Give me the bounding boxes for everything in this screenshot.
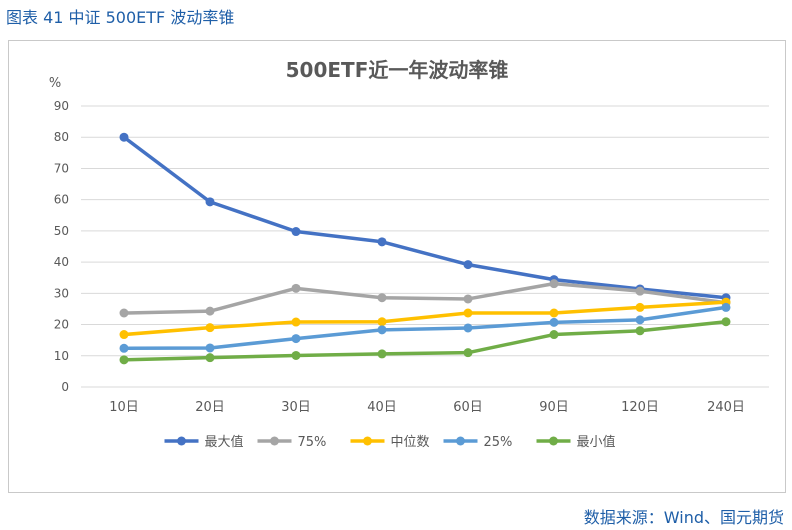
data-point	[205, 197, 215, 207]
legend-item: 最大值	[164, 434, 244, 450]
y-tick-label: 30	[54, 286, 69, 300]
series-1	[119, 132, 731, 303]
data-point	[119, 355, 129, 365]
y-tick-label: 80	[54, 130, 69, 144]
legend-label: 25%	[484, 435, 513, 450]
data-point	[549, 330, 559, 340]
data-point	[205, 306, 215, 316]
data-point	[463, 323, 473, 333]
x-tick-label: 10日	[109, 400, 139, 415]
x-tick-label: 90日	[539, 400, 569, 415]
series-line	[122, 305, 728, 351]
y-tick-label: 40	[54, 255, 69, 269]
legend-marker	[549, 436, 558, 446]
data-point	[635, 315, 645, 325]
data-point	[549, 317, 559, 327]
data-point	[463, 260, 473, 270]
data-point	[291, 334, 301, 344]
series-line	[122, 135, 728, 300]
data-point	[721, 317, 731, 327]
x-tick-label: 30日	[281, 400, 311, 415]
y-tick-label: 50	[54, 224, 69, 238]
y-tick-label: 70	[54, 161, 69, 175]
data-point	[119, 343, 129, 353]
series-layer	[119, 132, 731, 365]
legend-marker	[177, 436, 186, 446]
gridlines	[81, 105, 769, 388]
series-5	[119, 317, 731, 365]
line-chart: 500ETF近一年波动率锥 % 0 10 20 30 40 50 60 70 80 90 10日 2…	[49, 58, 769, 450]
data-point	[463, 348, 473, 358]
legend-item: 最小值	[536, 434, 616, 450]
legend-marker	[270, 436, 279, 446]
x-tick-label: 20日	[195, 400, 225, 415]
chart-frame: 500ETF近一年波动率锥 % 0 10 20 30 40 50 60 70 80 90 10日 2…	[8, 40, 786, 493]
data-source-note: 数据来源：Wind、国元期货	[583, 508, 784, 527]
data-point	[463, 308, 473, 318]
data-point	[205, 353, 215, 363]
legend-item: 25%	[443, 435, 513, 450]
y-tick-label: 90	[54, 99, 69, 113]
y-tick-label: 20	[54, 318, 69, 332]
y-axis-ticks: 0 10 20 30 40 50 60 70 80 90	[54, 99, 69, 394]
data-point	[635, 326, 645, 336]
y-tick-label: 10	[54, 349, 69, 363]
data-point	[549, 279, 559, 289]
legend: 最大值 75% 中位数 25% 最小值	[164, 434, 616, 450]
series-3	[119, 297, 731, 340]
data-point	[463, 294, 473, 304]
series-line	[122, 281, 728, 315]
legend-label: 最大值	[205, 434, 244, 450]
data-point	[205, 323, 215, 333]
data-point	[291, 227, 301, 237]
data-point	[549, 308, 559, 318]
chart-title: 500ETF近一年波动率锥	[286, 58, 509, 82]
data-point	[635, 286, 645, 296]
figure-caption: 图表 41 中证 500ETF 波动率锥	[6, 8, 235, 27]
data-point	[291, 350, 301, 360]
y-tick-label: 60	[54, 193, 69, 207]
legend-marker	[363, 436, 372, 446]
data-point	[635, 302, 645, 312]
data-point	[119, 132, 129, 142]
data-point	[377, 237, 387, 247]
series-line	[122, 300, 728, 337]
x-tick-label: 240日	[707, 400, 745, 415]
series-line	[122, 319, 728, 362]
data-point	[119, 330, 129, 340]
x-tick-label: 40日	[367, 400, 397, 415]
y-tick-label: 0	[61, 380, 69, 394]
data-point	[291, 283, 301, 293]
data-point	[291, 317, 301, 327]
legend-label: 中位数	[391, 435, 430, 450]
series-4	[119, 302, 731, 353]
x-tick-label: 60日	[453, 400, 483, 415]
legend-item: 75%	[257, 435, 327, 450]
data-point	[377, 317, 387, 327]
legend-item: 中位数	[350, 435, 430, 450]
data-point	[377, 349, 387, 359]
data-point	[377, 293, 387, 303]
x-axis-ticks: 10日 20日 30日 40日 60日 90日 120日 240日	[109, 400, 745, 415]
legend-label: 75%	[298, 435, 327, 450]
data-point	[119, 308, 129, 318]
y-axis-unit-label: %	[49, 76, 61, 91]
data-point	[377, 325, 387, 335]
data-point	[205, 343, 215, 353]
legend-marker	[456, 436, 465, 446]
x-tick-label: 120日	[621, 400, 659, 415]
legend-label: 最小值	[577, 434, 616, 450]
data-point	[721, 302, 731, 312]
